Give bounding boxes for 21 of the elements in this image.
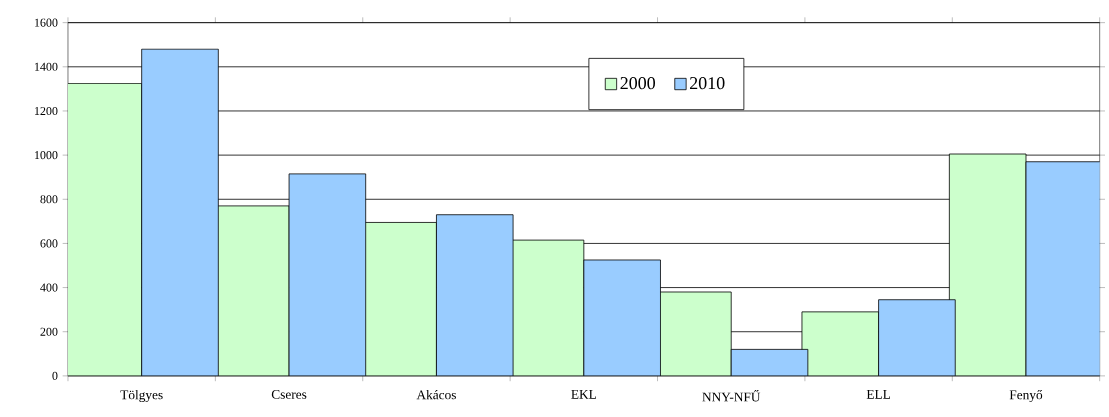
y-tick-label: 600	[40, 239, 58, 248]
bar	[67, 82, 143, 376]
x-tick-label: EKL	[571, 389, 596, 399]
y-tick-label: 800	[40, 195, 58, 204]
x-tick-label: Tölgyes	[120, 389, 163, 402]
legend-label: 2000	[620, 76, 656, 90]
y-tick-label: 1200	[35, 106, 58, 115]
x-tick-label: NNY-NFŰ	[702, 389, 761, 402]
y-tick-label: 400	[40, 283, 58, 292]
y-tick-label: 1400	[35, 62, 58, 71]
x-tick-label: Akácos	[416, 389, 456, 400]
x-tick-label: ELL	[866, 389, 891, 399]
y-tick-label: 1600	[35, 18, 58, 27]
legend-label: 2010	[690, 76, 725, 90]
y-tick-label: 0	[52, 371, 58, 380]
bar	[948, 153, 1027, 376]
y-tick-label: 200	[40, 327, 58, 336]
x-tick-label: Fenyő	[1009, 389, 1043, 402]
y-tick-label: 1000	[35, 150, 58, 160]
x-tick-label: Cseres	[271, 389, 307, 399]
bar	[801, 311, 879, 376]
